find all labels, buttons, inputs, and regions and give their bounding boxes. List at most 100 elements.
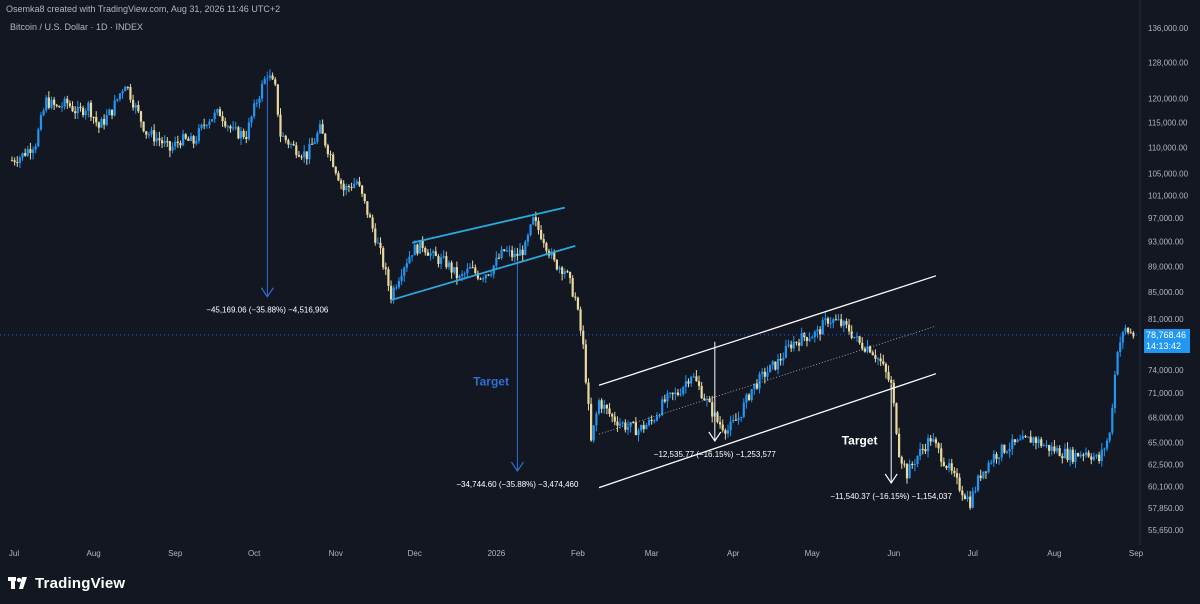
price-tick-label: 97,000.00 (1148, 214, 1184, 223)
candle (587, 378, 590, 411)
candle (508, 245, 511, 257)
candle (447, 260, 451, 270)
candle (600, 398, 603, 414)
candle (729, 415, 732, 437)
candle (479, 277, 482, 281)
candle (732, 414, 735, 423)
candle (1050, 442, 1053, 456)
measure-arrow (708, 341, 722, 443)
candle (208, 118, 211, 129)
candle (726, 424, 730, 438)
candle (668, 391, 672, 399)
time-tick-label: Jul (968, 549, 978, 558)
candle (166, 136, 169, 147)
candle (158, 131, 161, 147)
price-tick-label: 60,100.00 (1148, 483, 1184, 492)
candle (168, 140, 172, 158)
symbol-title[interactable]: Bitcoin / U.S. Dollar · 1D · INDEX (10, 22, 144, 32)
candle (303, 144, 306, 163)
candle (1069, 447, 1072, 467)
candle (1008, 442, 1011, 458)
price-tick-label: 89,000.00 (1148, 262, 1184, 271)
candle (226, 124, 229, 132)
candle (253, 99, 256, 119)
candle (663, 394, 666, 404)
candle (471, 260, 474, 269)
candle (1000, 443, 1003, 462)
candle (250, 115, 253, 128)
candle (1024, 434, 1027, 439)
candle (234, 121, 237, 131)
candle (439, 253, 443, 270)
candle (155, 132, 158, 147)
candle (761, 368, 764, 380)
candle (92, 116, 95, 124)
price-tick-label: 101,000.00 (1148, 191, 1189, 200)
price-axis[interactable]: 136,000.00 128,000.00 120,000.00 115,000.00… (1148, 24, 1189, 535)
candle (34, 143, 37, 154)
candle (258, 95, 261, 109)
candle (908, 459, 911, 479)
candle (597, 398, 601, 415)
candle (1121, 330, 1124, 350)
candle (566, 269, 569, 273)
candle (518, 243, 522, 256)
candle (368, 212, 372, 218)
measure-arrow (884, 385, 898, 485)
candle (526, 233, 530, 247)
measure-arrow (510, 259, 524, 473)
time-tick-label: Aug (1047, 549, 1061, 558)
time-tick-label: 2026 (487, 549, 505, 558)
candle (1103, 447, 1106, 457)
candle (89, 100, 93, 121)
candle (626, 420, 630, 435)
candle (110, 109, 114, 120)
time-tick-label: Sep (168, 549, 183, 558)
candle (805, 336, 809, 347)
candle (984, 471, 988, 479)
candle (995, 451, 998, 464)
candle (582, 325, 585, 350)
candle (287, 138, 290, 149)
candle (295, 142, 298, 159)
candle (592, 425, 595, 443)
candle (990, 459, 993, 465)
measure-arrow (260, 71, 274, 298)
candle (116, 98, 119, 103)
candle (1087, 450, 1090, 458)
tradingview-logo[interactable]: TradingView (8, 575, 125, 592)
candle (537, 217, 540, 235)
candle (926, 434, 930, 458)
candle (55, 103, 58, 108)
candle (100, 117, 103, 128)
candle (700, 381, 703, 400)
candle (16, 156, 19, 167)
candle (1098, 451, 1101, 464)
candle (279, 108, 282, 143)
candle (755, 379, 759, 390)
wedge-upper-line (411, 206, 565, 244)
candle (703, 393, 706, 401)
candle (31, 146, 35, 160)
target-label: Target (473, 374, 509, 388)
price-tick-label: 68,000.00 (1148, 413, 1184, 422)
candle (192, 134, 195, 149)
candle (442, 250, 445, 259)
time-axis[interactable]: Jul Aug Sep Oct Nov Dec 2026 Feb Mar Apr May Jun Jul… (9, 549, 1144, 558)
candle (205, 124, 208, 129)
candle (771, 359, 774, 370)
candle (513, 247, 516, 263)
time-tick-label: May (805, 549, 820, 558)
candle (10, 156, 14, 162)
candle (503, 248, 506, 252)
candle (47, 91, 50, 110)
candle (392, 285, 395, 304)
price-tick-label: 71,000.00 (1148, 389, 1184, 398)
channel-middle-line (598, 325, 937, 435)
candle (450, 260, 453, 279)
candle (590, 397, 593, 442)
price-tick-label: 136,000.00 (1148, 24, 1189, 33)
candle (237, 125, 240, 140)
candle (979, 469, 982, 481)
